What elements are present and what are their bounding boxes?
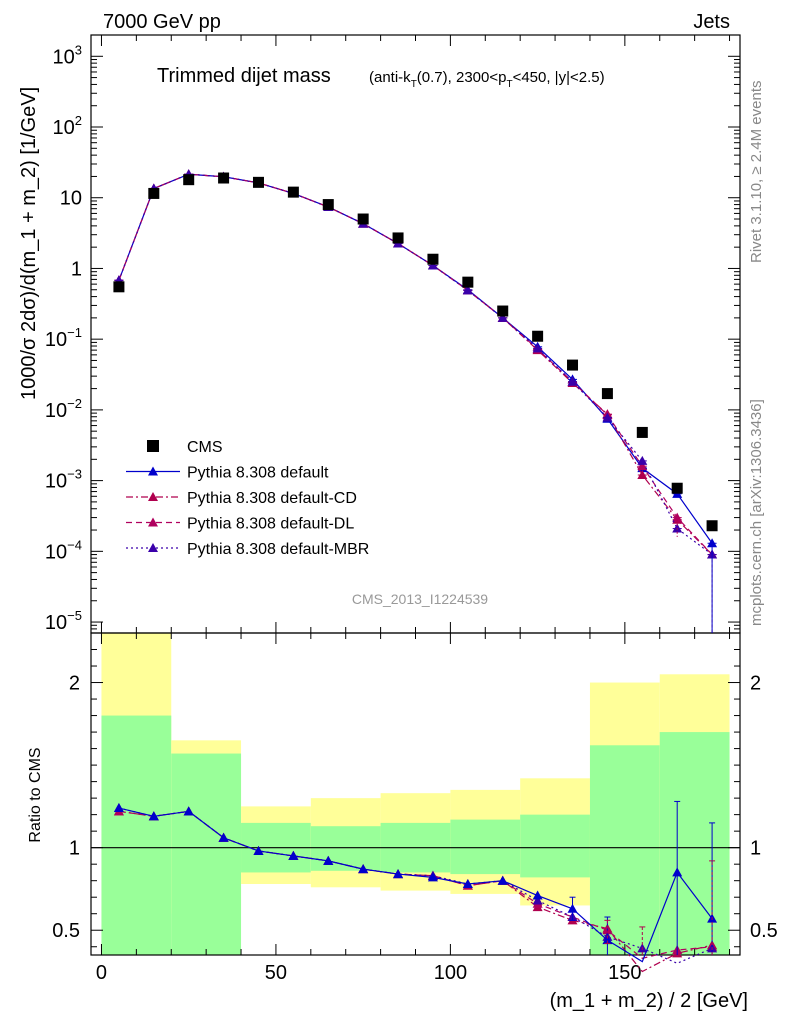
analysis-label: CMS_2013_I1224539	[352, 591, 488, 607]
cms-data-point	[532, 330, 544, 342]
x-tick-label: 50	[265, 962, 287, 984]
cms-data-point	[392, 232, 404, 244]
legend-marker	[148, 543, 158, 552]
mc-data-point	[637, 470, 648, 480]
mc-data-point	[532, 343, 543, 353]
ratio-data-point	[393, 869, 404, 879]
y-tick-label: 10−2	[45, 396, 82, 422]
uncertainty-band-inner	[101, 715, 172, 955]
y-tick-label: 103	[53, 42, 82, 68]
legend-label: CMS	[187, 439, 223, 456]
legend-label: Pythia 8.308 default	[187, 465, 329, 482]
ratio-data-point	[462, 878, 473, 888]
cms-data-point	[357, 213, 369, 225]
y-tick-label: 10−5	[45, 608, 82, 634]
ratio-y-tick-label-right: 1	[750, 838, 761, 860]
ratio-data-point	[253, 845, 264, 855]
cms-data-point	[497, 305, 509, 317]
mc-data-point	[637, 461, 648, 471]
legend-label: Pythia 8.308 default-CD	[187, 490, 357, 507]
cms-data-point	[671, 482, 683, 494]
legend-marker-cms	[147, 440, 159, 452]
ratio-data-point	[532, 895, 543, 905]
mc-data-point	[602, 412, 613, 422]
x-axis-label: (m_1 + m_2) / 2 [GeV]	[550, 990, 748, 1012]
y-tick-label: 10	[60, 188, 82, 210]
ratio-data-point	[358, 864, 369, 874]
ratio-series-line	[118, 807, 713, 964]
x-tick-label: 0	[96, 962, 107, 984]
mc-data-point	[567, 376, 578, 386]
mc-data-point	[707, 538, 718, 548]
ratio-y-tick-label: 0.5	[52, 920, 80, 942]
ratio-y-tick-label-right: 0.5	[750, 920, 778, 942]
mcplots-label: mcplots.cern.ch [arXiv:1306.3436]	[748, 399, 765, 626]
ratio-data-point	[148, 811, 159, 821]
rivet-version-label: Rivet 3.1.10, ≥ 2.4M events	[748, 81, 765, 264]
legend-label: Pythia 8.308 default-DL	[187, 516, 354, 533]
upper-y-axis-label: 1000/σ 2dσ)/d(m_1 + m_2) [1/GeV]	[18, 87, 40, 400]
ratio-data-point	[497, 875, 508, 885]
x-tick-label: 150	[608, 962, 641, 984]
y-tick-label: 10−4	[45, 537, 82, 563]
cms-data-point	[287, 186, 299, 198]
cms-data-point	[183, 174, 195, 186]
ratio-data-point	[323, 855, 334, 865]
uncertainty-band-inner	[450, 819, 521, 875]
cms-data-point	[322, 199, 334, 211]
cms-data-point	[567, 359, 579, 371]
x-tick-label: 100	[434, 962, 467, 984]
uncertainty-band-inner	[171, 753, 242, 955]
main-subtitle: (anti-kT(0.7), 2300<pT<450, |y|<2.5)	[369, 69, 605, 90]
legend-marker	[148, 466, 158, 476]
cms-data-point	[601, 388, 613, 400]
cms-data-point	[462, 276, 474, 288]
uncertainty-band-inner	[310, 826, 381, 871]
legend-label: Pythia 8.308 default-MBR	[187, 541, 369, 558]
ratio-data-point	[427, 872, 438, 882]
ratio-y-tick-label-right: 2	[750, 673, 761, 695]
cms-data-point	[706, 520, 718, 532]
cms-data-point	[427, 253, 439, 265]
mc-data-point	[672, 512, 683, 522]
cms-data-point	[636, 426, 648, 438]
ratio-y-axis-label: Ratio to CMS	[27, 747, 44, 842]
uncertainty-band-inner	[520, 814, 590, 878]
mc-data-point	[497, 312, 508, 322]
uncertainty-band-inner	[659, 732, 730, 955]
ratio-data-point	[183, 806, 194, 816]
uncertainty-band-inner	[589, 745, 660, 955]
y-tick-label: 1	[71, 258, 82, 280]
cms-data-point	[113, 281, 125, 293]
cms-data-point	[218, 172, 230, 184]
main-title: Trimmed dijet mass	[157, 65, 331, 87]
legend-marker	[148, 517, 158, 527]
ratio-data-point	[288, 850, 299, 860]
mc-series-line	[118, 173, 713, 556]
cms-data-point	[252, 176, 264, 188]
ratio-data-point	[218, 832, 229, 842]
ratio-data-point	[532, 890, 543, 900]
mc-data-point	[637, 455, 648, 465]
legend-marker	[148, 492, 158, 501]
mc-series-line	[118, 173, 713, 544]
ratio-y-tick-label: 2	[69, 673, 80, 695]
y-tick-label: 10−3	[45, 467, 82, 493]
ratio-series-line	[118, 807, 713, 963]
cms-data-point	[148, 187, 160, 199]
y-tick-label: 102	[53, 113, 82, 139]
mc-data-point	[427, 260, 438, 270]
ratio-data-point	[113, 803, 124, 813]
y-tick-label: 10−1	[45, 325, 82, 351]
header-left: 7000 GeV pp	[103, 11, 221, 33]
mc-data-point	[462, 285, 473, 295]
header-right: Jets	[693, 11, 730, 33]
ratio-y-tick-label: 1	[69, 838, 80, 860]
